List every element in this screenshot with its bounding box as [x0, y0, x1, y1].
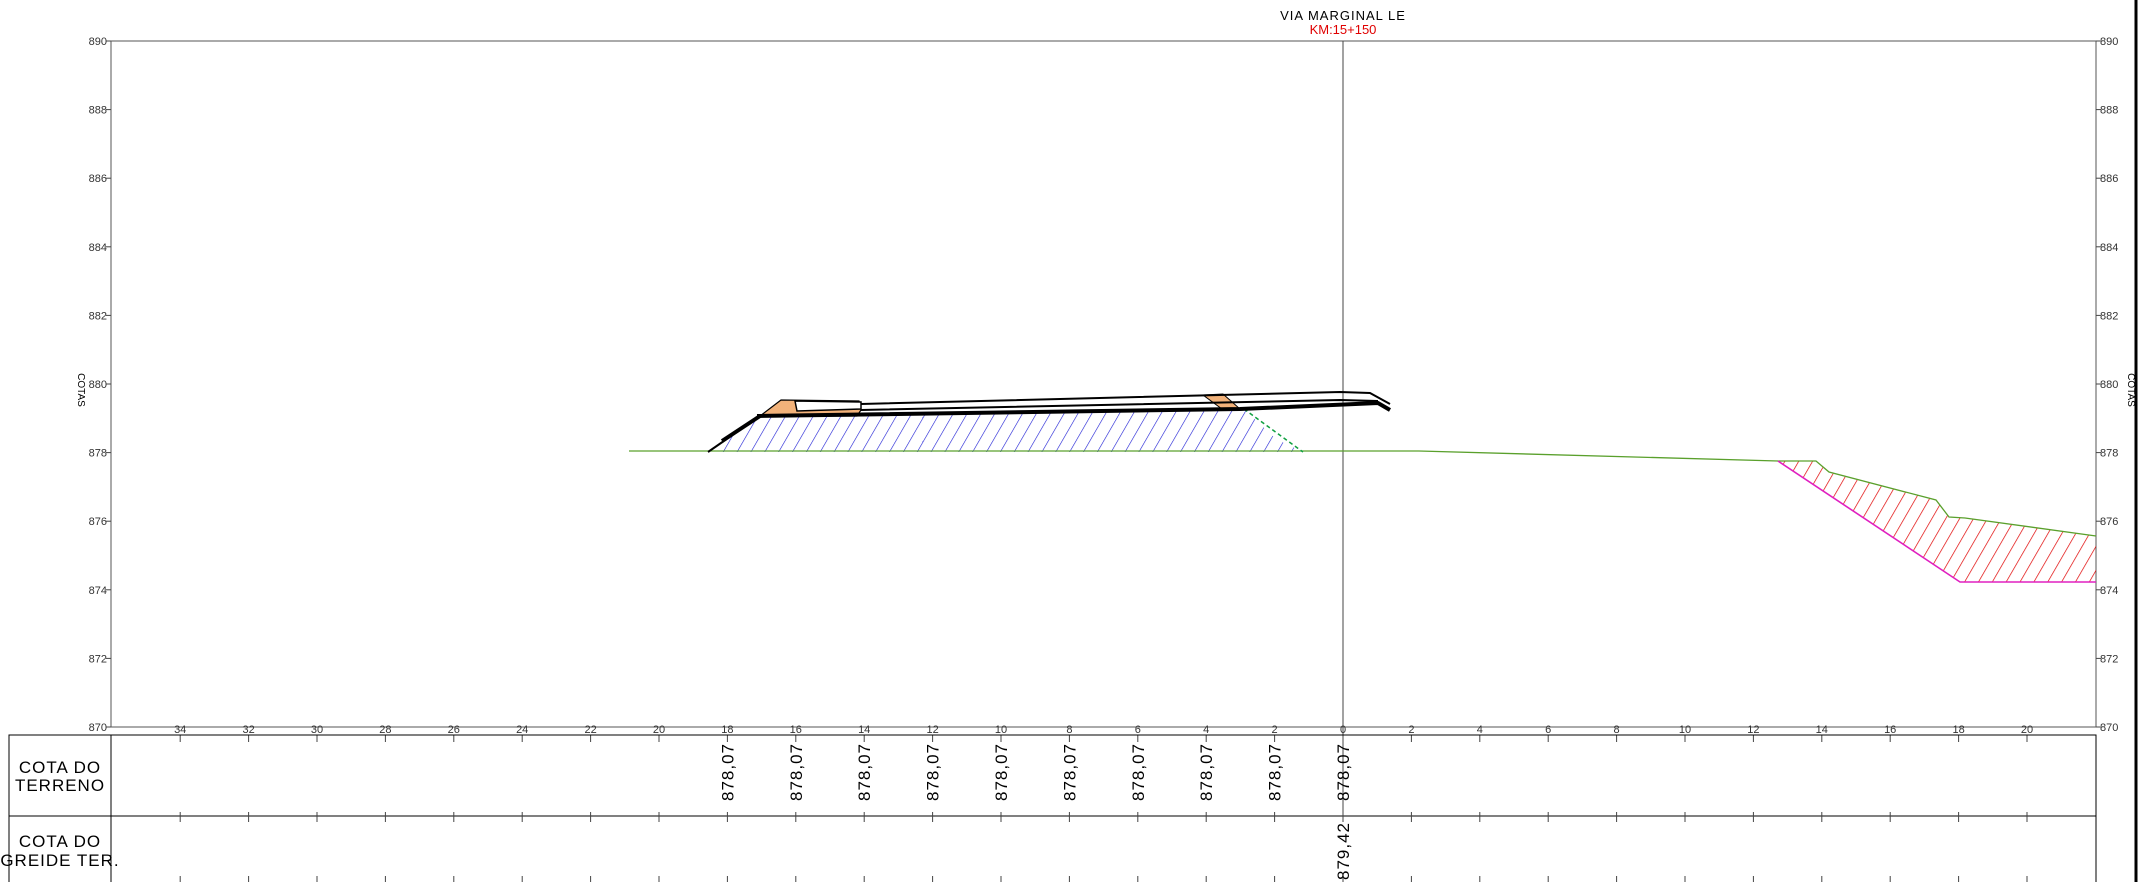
y-tick-label-left: 884: [89, 242, 107, 254]
x-tick-label: 2: [1408, 724, 1414, 736]
terreno-value: 878,07: [992, 743, 1011, 801]
x-tick-label: 18: [721, 724, 733, 736]
table-ticks: [179, 812, 2028, 882]
pavement-top: [860, 390, 1391, 405]
x-tick-label: 22: [584, 724, 596, 736]
y-tick-label-right: 876: [2100, 516, 2118, 528]
x-tick-label: 20: [653, 724, 665, 736]
x-tick-label: 8: [1066, 724, 1072, 736]
y-tick-label-left: 888: [89, 105, 107, 117]
x-tick-label: 30: [311, 724, 323, 736]
fill-slope-left-outer: [720, 414, 762, 443]
row-terreno-label-2: TERRENO: [15, 776, 105, 795]
x-tick-label: 18: [1952, 724, 1964, 736]
y-tick-label-left: 880: [89, 379, 107, 391]
x-tick-label: 6: [1135, 724, 1141, 736]
y-tick-label-left: 872: [89, 653, 107, 665]
y-tick-label-left: 890: [89, 36, 107, 48]
y-tick-label-right: 874: [2100, 585, 2118, 597]
x-tick-label: 28: [379, 724, 391, 736]
y-tick-label-right: 888: [2100, 105, 2118, 117]
station-label: KM:15+150: [1310, 22, 1377, 37]
x-tick-label: 20: [2021, 724, 2033, 736]
y-tick-label-left: 886: [89, 173, 107, 185]
x-tick-label: 32: [242, 724, 254, 736]
terreno-value: 878,07: [787, 743, 806, 801]
y-tick-label-right: 884: [2100, 242, 2118, 254]
x-tick-label: 8: [1614, 724, 1620, 736]
x-tick-label: 4: [1477, 724, 1483, 736]
y-tick-label-left: 878: [89, 448, 107, 460]
curb-left-inner: [794, 400, 862, 412]
section-title: VIA MARGINAL LE: [1280, 8, 1406, 23]
x-tick-label: 14: [858, 724, 870, 736]
y-tick-label-right: 870: [2100, 722, 2118, 734]
x-tick-label: 16: [1884, 724, 1896, 736]
x-tick-label: 6: [1545, 724, 1551, 736]
x-axis-ticks: 34 32 30 28 26 24 22 20 18 16 14 12 10 8 6 4 2 0 2 4 6 8 10 12 1…: [174, 724, 2033, 742]
y-tick-label-right: 872: [2100, 653, 2118, 665]
y-tick-label-right: 886: [2100, 173, 2118, 185]
terreno-value: 878,07: [1060, 743, 1079, 801]
x-tick-label: 14: [1816, 724, 1828, 736]
terreno-values: 878,07 878,07 878,07 878,07 878,07 878,07 878,…: [718, 743, 1353, 801]
terreno-value: 878,07: [1129, 743, 1148, 801]
data-table: [8, 734, 2097, 882]
y-tick-label-right: 878: [2100, 448, 2118, 460]
x-tick-label: 0: [1340, 724, 1346, 736]
x-tick-label: 12: [1747, 724, 1759, 736]
pavement-layer-1: [860, 398, 1379, 411]
fill-hatch-area: [710, 409, 1303, 452]
y-tick-label-left: 870: [89, 722, 107, 734]
terreno-value: 878,07: [855, 743, 874, 801]
terreno-value: 878,07: [1334, 743, 1353, 801]
cut-hatch-area: [1778, 461, 2096, 582]
x-tick-label: 2: [1272, 724, 1278, 736]
x-tick-label: 12: [926, 724, 938, 736]
x-tick-label: 16: [790, 724, 802, 736]
plot-frame: [110, 40, 2097, 728]
y-axis-label-right: COTAS: [2125, 373, 2136, 407]
x-tick-label: 26: [448, 724, 460, 736]
y-tick-label-right: 882: [2100, 310, 2118, 322]
y-tick-label-left: 876: [89, 516, 107, 528]
greide-value: 879,42: [1334, 822, 1353, 880]
row-greide-label-1: COTA DO: [19, 832, 101, 851]
x-tick-label: 10: [1679, 724, 1691, 736]
x-tick-label: 4: [1203, 724, 1209, 736]
x-tick-label: 24: [516, 724, 528, 736]
terreno-value: 878,07: [1197, 743, 1216, 801]
x-tick-label: 34: [174, 724, 186, 736]
row-terreno-label-1: COTA DO: [19, 758, 101, 777]
x-tick-label: 10: [995, 724, 1007, 736]
y-tick-label-left: 882: [89, 310, 107, 322]
cut-bottom-line: [1777, 460, 2096, 583]
row-greide-label-2: GREIDE TER.: [0, 851, 119, 870]
y-tick-label-left: 874: [89, 585, 107, 597]
terreno-value: 878,07: [1266, 743, 1285, 801]
y-tick-label-right: 890: [2100, 36, 2118, 48]
pavement-base: [756, 400, 1392, 418]
fill-slope-dashed: [1243, 408, 1304, 453]
terreno-value: 878,07: [718, 743, 737, 801]
y-tick-label-right: 880: [2100, 379, 2118, 391]
terreno-value: 878,07: [924, 743, 943, 801]
terrain-line: [629, 450, 2097, 537]
y-axis-label-left: COTAS: [75, 373, 86, 407]
